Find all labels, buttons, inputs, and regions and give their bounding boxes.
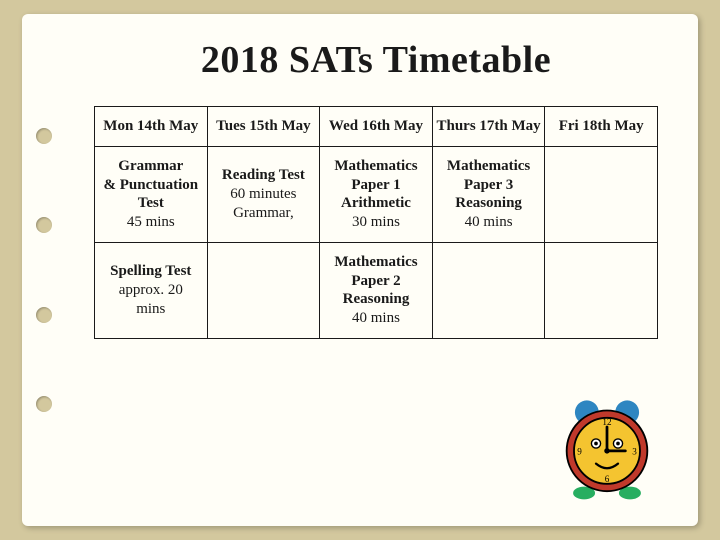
cell-wed-2: Mathematics Paper 2 Reasoning 40 mins <box>320 242 433 338</box>
page-title: 2018 SATs Timetable <box>94 38 658 82</box>
cell-fri-2 <box>545 242 658 338</box>
col-mon: Mon 14th May <box>95 107 208 147</box>
cell-thu-1: Mathematics Paper 3 Reasoning 40 mins <box>432 146 545 242</box>
col-thu: Thurs 17th May <box>432 107 545 147</box>
cell-mon-2: Spelling Test approx. 20 mins <box>95 242 208 338</box>
cell-fri-1 <box>545 146 658 242</box>
col-fri: Fri 18th May <box>545 107 658 147</box>
paper-sheet: 2018 SATs Timetable Mon 14th May Tues 15… <box>22 14 698 526</box>
svg-text:6: 6 <box>605 474 610 484</box>
svg-text:3: 3 <box>632 447 637 457</box>
col-tue: Tues 15th May <box>207 107 320 147</box>
alarm-clock-icon: 12 3 6 9 <box>552 394 662 504</box>
col-wed: Wed 16th May <box>320 107 433 147</box>
table-header-row: Mon 14th May Tues 15th May Wed 16th May … <box>95 107 658 147</box>
svg-text:12: 12 <box>602 417 612 427</box>
cell-mon-1: Grammar & Punctuation Test 45 mins <box>95 146 208 242</box>
binder-holes <box>36 14 52 526</box>
cell-wed-1: Mathematics Paper 1 Arithmetic 30 mins <box>320 146 433 242</box>
cell-tue-1: Reading Test 60 minutes Grammar, <box>207 146 320 242</box>
table-row: Spelling Test approx. 20 mins Mathematic… <box>95 242 658 338</box>
cell-thu-2 <box>432 242 545 338</box>
svg-text:9: 9 <box>577 447 582 457</box>
timetable: Mon 14th May Tues 15th May Wed 16th May … <box>94 106 658 339</box>
table-row: Grammar & Punctuation Test 45 mins Readi… <box>95 146 658 242</box>
cell-tue-2 <box>207 242 320 338</box>
